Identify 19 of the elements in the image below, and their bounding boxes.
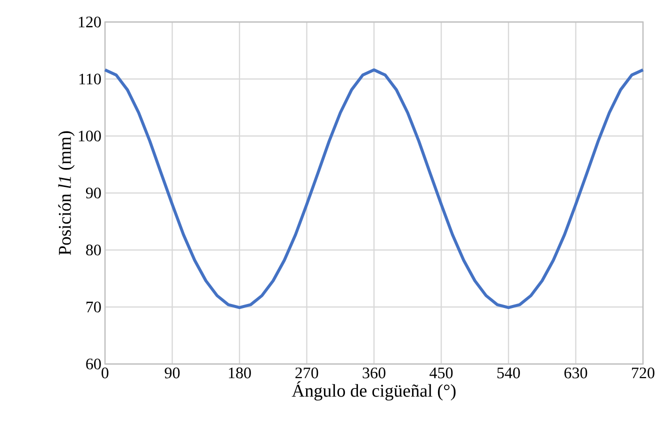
- x-tick-label: 0: [102, 368, 108, 378]
- x-tick-label: 180: [228, 368, 251, 378]
- y-tick-label: 110: [79, 74, 101, 84]
- x-tick-label: 270: [295, 368, 318, 378]
- y-axis-title: Posición l1 (mm): [58, 131, 75, 255]
- x-tick-label: 90: [164, 368, 180, 378]
- y-tick-label: 90: [86, 188, 101, 198]
- y-tick-label: 80: [86, 244, 101, 256]
- y-tick-label: 60: [86, 358, 101, 370]
- x-tick-label: 630: [564, 368, 588, 378]
- x-tick-label: 720: [632, 368, 654, 378]
- x-axis-title: Ángulo de cigüeñal (°): [292, 381, 456, 401]
- x-tick-label: 540: [497, 368, 520, 378]
- x-tick-label: 450: [430, 368, 453, 378]
- x-tick-label: 360: [362, 368, 386, 378]
- line-series: [104, 68, 644, 310]
- y-tick-label: 120: [78, 16, 101, 28]
- y-tick-label: 70: [86, 302, 101, 312]
- y-tick-label: 100: [78, 130, 101, 142]
